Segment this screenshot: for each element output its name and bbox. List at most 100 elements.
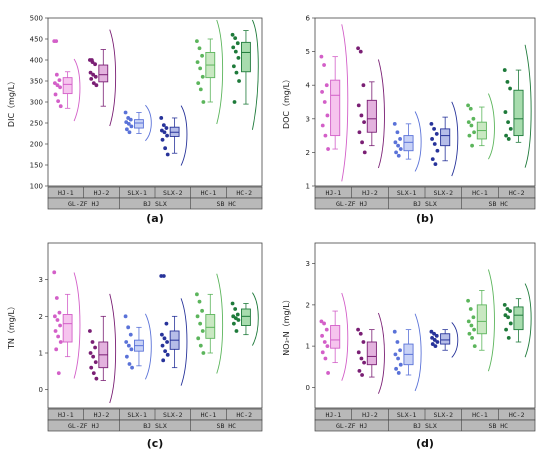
data-point <box>356 327 360 332</box>
data-point <box>91 72 96 77</box>
data-point <box>197 299 202 304</box>
density-curve <box>216 273 224 374</box>
y-tick-label: 400 <box>30 57 43 65</box>
data-point <box>165 352 170 357</box>
data-point <box>502 302 507 307</box>
y-tick-label: 2 <box>39 313 43 321</box>
y-tick-label: 250 <box>30 120 43 128</box>
group-label: GL-ZF HJ <box>336 422 367 430</box>
data-point <box>91 371 96 376</box>
data-point <box>162 130 167 135</box>
data-point <box>200 329 205 333</box>
box-iqr <box>513 306 524 331</box>
density-curve <box>145 104 152 142</box>
data-point <box>201 100 206 104</box>
category-label: HC-2 <box>509 189 525 197</box>
data-point <box>201 351 206 355</box>
data-point <box>237 79 241 83</box>
data-point <box>360 373 364 377</box>
data-point <box>398 147 403 151</box>
plot-frame <box>47 17 263 187</box>
data-point <box>429 329 434 334</box>
y-tick-label: 450 <box>30 36 43 44</box>
data-point <box>198 343 203 348</box>
y-tick-label: 300 <box>30 99 43 107</box>
category-label: HJ-1 <box>58 189 74 197</box>
category-label: HC-1 <box>472 189 488 197</box>
data-point <box>161 274 166 278</box>
data-point <box>163 349 168 354</box>
data-point <box>130 365 134 370</box>
data-point <box>198 66 203 71</box>
data-point <box>234 329 239 333</box>
data-point <box>325 344 330 349</box>
data-point <box>165 133 169 138</box>
data-point <box>94 376 99 381</box>
data-point <box>165 152 170 157</box>
y-tick-label: 3 <box>306 115 310 123</box>
data-point <box>233 307 238 311</box>
box-iqr <box>98 64 109 83</box>
data-point <box>506 315 510 320</box>
data-point <box>323 356 328 361</box>
data-point <box>394 366 398 371</box>
y-tick-label: 0 <box>306 384 310 392</box>
data-point <box>432 338 437 342</box>
data-point <box>470 335 474 340</box>
data-point <box>358 331 363 336</box>
data-point <box>58 340 63 344</box>
data-point <box>88 329 92 333</box>
data-point <box>54 296 59 300</box>
data-point <box>162 336 167 341</box>
data-point <box>93 345 97 350</box>
box-series-HJ-2 <box>88 29 117 127</box>
density-curve <box>451 101 459 177</box>
data-point <box>127 130 132 135</box>
data-point <box>356 350 361 355</box>
data-point <box>54 347 59 352</box>
data-point <box>198 321 203 326</box>
panel-label: (b) <box>416 212 434 225</box>
data-point <box>164 126 169 130</box>
data-point <box>361 83 366 88</box>
chart-panel: 0 1 2 3 TN（mg/L） HJ-1 HJ-2 SLX-1 SLX-2 HC-1 HC-2 GL… <box>7 242 263 450</box>
data-point <box>432 331 436 336</box>
box-series-HJ-2 <box>88 293 117 404</box>
y-tick-label: 350 <box>30 78 43 86</box>
box-series-HC-1 <box>466 269 495 372</box>
data-point <box>320 350 325 355</box>
data-point <box>503 313 508 318</box>
box-series-HJ-1 <box>319 292 349 381</box>
box-iqr <box>513 89 524 137</box>
category-label: HJ-1 <box>326 189 342 197</box>
data-point <box>430 137 434 141</box>
group-label: SB HC <box>489 422 509 430</box>
y-tick-label: 1 <box>39 350 43 358</box>
data-point <box>322 63 326 67</box>
data-point <box>468 106 473 111</box>
density-curve <box>377 59 385 169</box>
group-label: SB HC <box>217 422 237 430</box>
category-label: HJ-2 <box>94 189 110 197</box>
data-point <box>124 354 129 359</box>
density-curve <box>487 269 495 372</box>
group-band <box>47 419 263 432</box>
density-curve <box>377 312 385 394</box>
data-point <box>392 121 397 126</box>
y-tick-label: 500 <box>30 15 43 23</box>
data-point <box>232 100 237 104</box>
group-label: GL-ZF HJ <box>68 200 99 208</box>
data-point <box>235 41 240 46</box>
data-point <box>55 318 60 322</box>
data-point <box>472 130 476 135</box>
y-tick-label: 1 <box>306 183 310 191</box>
density-curve <box>216 19 224 125</box>
data-point <box>200 308 204 313</box>
data-point <box>126 121 131 126</box>
data-point <box>435 340 440 344</box>
category-label: HJ-2 <box>94 411 110 419</box>
data-point <box>395 340 400 344</box>
data-point <box>322 340 327 344</box>
data-point <box>319 54 324 59</box>
box-series-HJ-1 <box>319 24 349 182</box>
